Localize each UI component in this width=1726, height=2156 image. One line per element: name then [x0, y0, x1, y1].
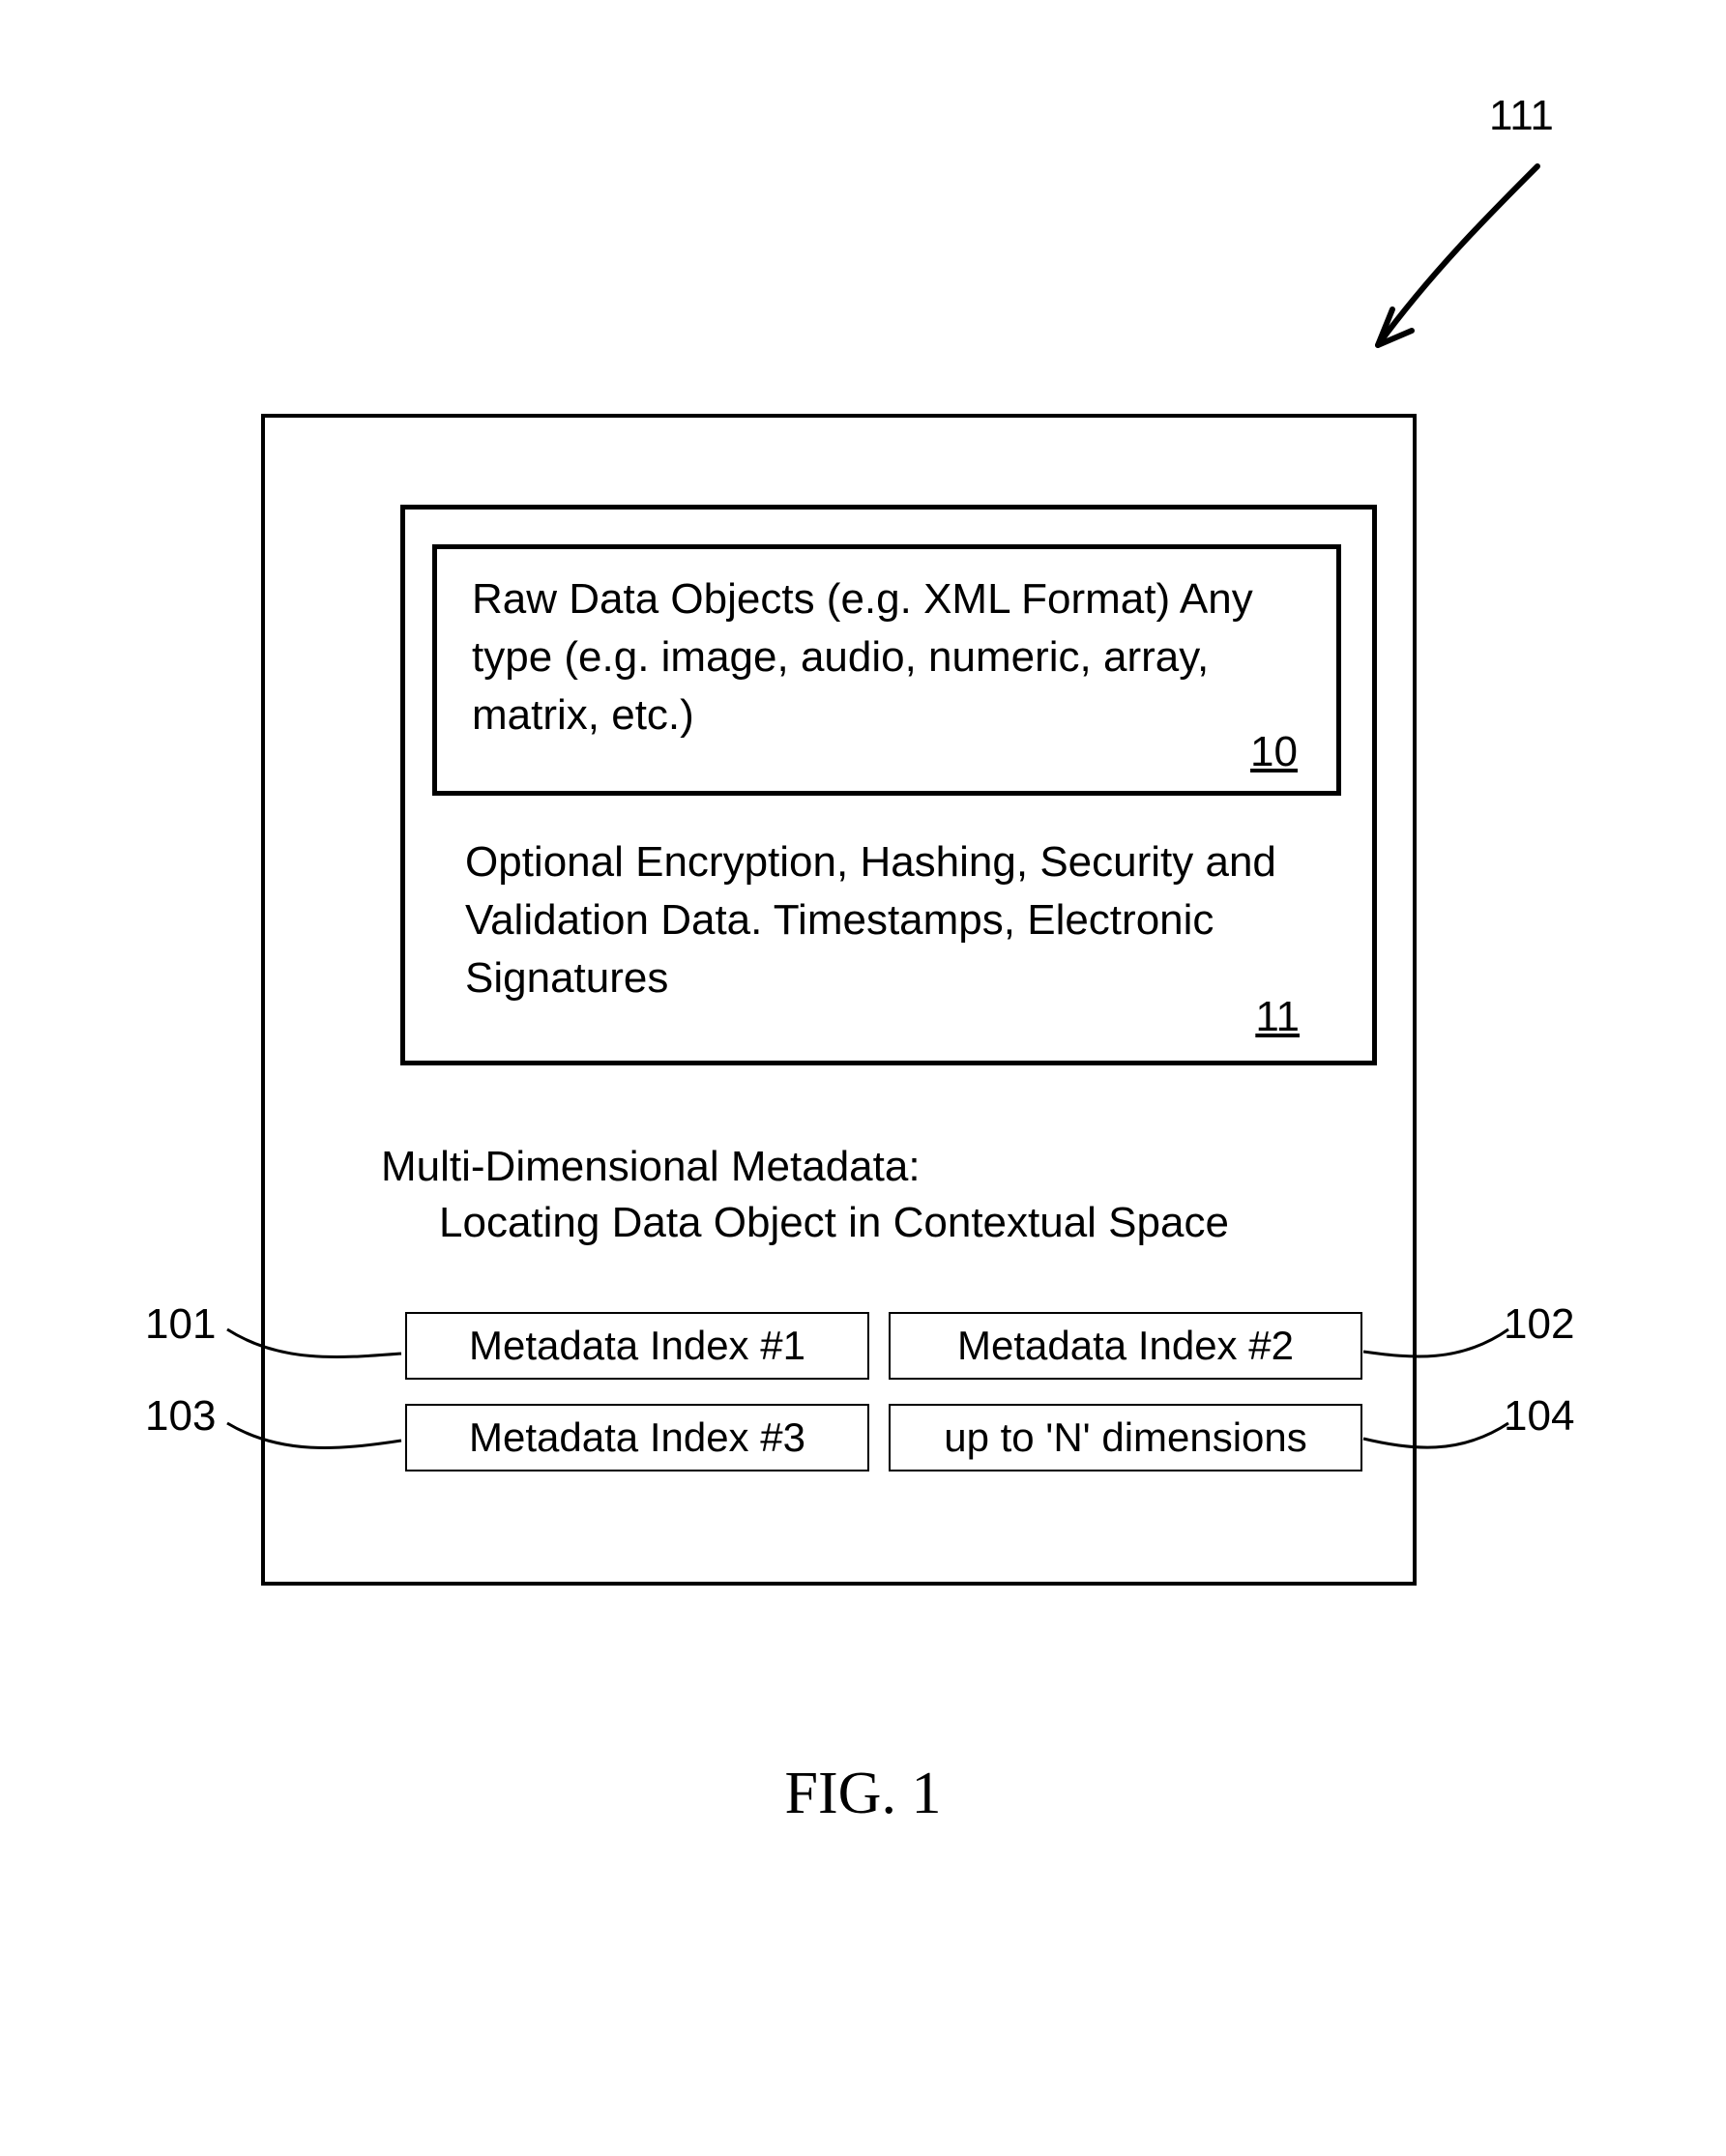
optional-security-ref: 11	[1255, 993, 1300, 1041]
data-envelope-box: Raw Data Objects (e.g. XML Format) Any t…	[261, 414, 1417, 1586]
raw-data-text: Raw Data Objects (e.g. XML Format) Any t…	[472, 575, 1253, 739]
metadata-index-1-label: Metadata Index #1	[469, 1323, 805, 1369]
metadata-title: Multi-Dimensional Metadata:	[381, 1138, 921, 1197]
optional-security-text: Optional Encryption, Hashing, Security a…	[465, 833, 1316, 1006]
metadata-subtitle: Locating Data Object in Contextual Space	[439, 1199, 1229, 1247]
metadata-index-2-label: Metadata Index #2	[957, 1323, 1294, 1369]
metadata-index-n: up to 'N' dimensions	[889, 1404, 1362, 1471]
ref-103: 103	[145, 1392, 216, 1441]
arrow-icon	[1344, 157, 1576, 389]
ref-101: 101	[145, 1300, 216, 1349]
raw-data-box: Raw Data Objects (e.g. XML Format) Any t…	[432, 544, 1341, 796]
metadata-index-1: Metadata Index #1	[405, 1312, 869, 1380]
raw-data-ref: 10	[1250, 723, 1298, 781]
figure-ref-111: 111	[1489, 92, 1554, 140]
figure-canvas: 111 Raw Data Objects (e.g. XML Format) A…	[0, 0, 1726, 2156]
metadata-index-2: Metadata Index #2	[889, 1312, 1362, 1380]
metadata-index-3: Metadata Index #3	[405, 1404, 869, 1471]
ref-102: 102	[1504, 1300, 1574, 1349]
metadata-index-n-label: up to 'N' dimensions	[944, 1414, 1307, 1461]
ref-104: 104	[1504, 1392, 1574, 1441]
metadata-index-3-label: Metadata Index #3	[469, 1414, 805, 1461]
data-container-box: Raw Data Objects (e.g. XML Format) Any t…	[400, 505, 1377, 1065]
figure-caption: FIG. 1	[0, 1760, 1726, 1828]
